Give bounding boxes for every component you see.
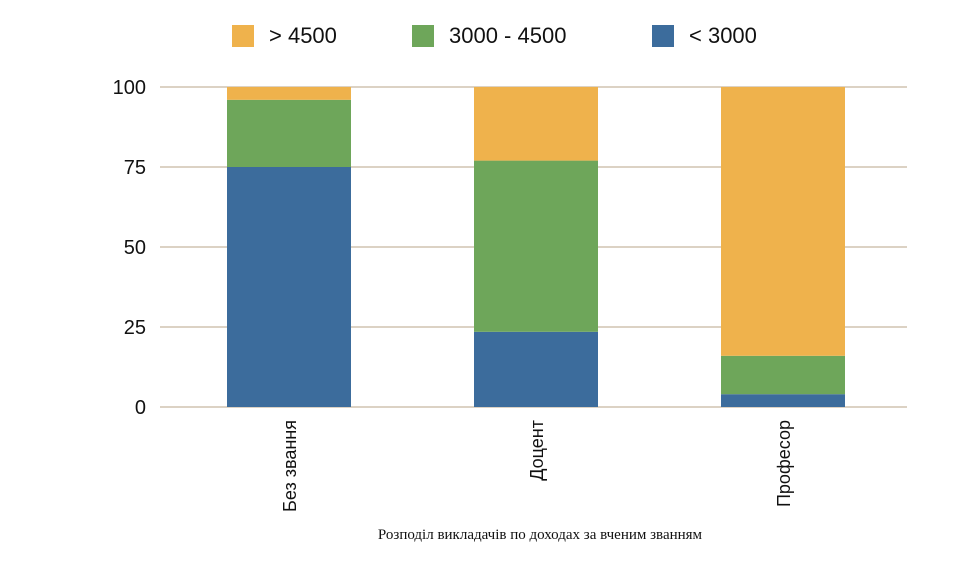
legend-label: 3000 - 4500 (449, 23, 566, 48)
bar-segment (227, 99, 351, 167)
x-axis-labels: Без звання Доцент Професор (280, 420, 794, 512)
bar-segment (227, 87, 351, 100)
legend-swatch (652, 25, 674, 47)
y-axis-ticks: 0 25 50 75 100 (113, 77, 146, 419)
bar-segment (721, 87, 845, 356)
bar-segment (474, 160, 598, 332)
bar-segment (227, 167, 351, 407)
y-tick-label: 25 (124, 317, 146, 339)
bar-segment (474, 87, 598, 161)
x-category-label: Професор (774, 420, 794, 507)
bars (227, 87, 845, 407)
bar-segment (721, 355, 845, 395)
y-tick-label: 0 (135, 397, 146, 419)
legend-swatch (412, 25, 434, 47)
legend-label: > 4500 (269, 23, 337, 48)
y-tick-label: 100 (113, 77, 146, 99)
legend-swatch (232, 25, 254, 47)
legend-label: < 3000 (689, 23, 757, 48)
x-category-label: Без звання (280, 420, 300, 512)
bar-segment (474, 331, 598, 407)
legend: > 4500 3000 - 4500 < 3000 (232, 23, 757, 48)
chart-caption: Розподіл викладачів по доходах за вченим… (378, 527, 703, 543)
y-tick-label: 50 (124, 237, 146, 259)
bar-segment (721, 394, 845, 407)
y-tick-label: 75 (124, 157, 146, 179)
x-category-label: Доцент (527, 420, 547, 481)
